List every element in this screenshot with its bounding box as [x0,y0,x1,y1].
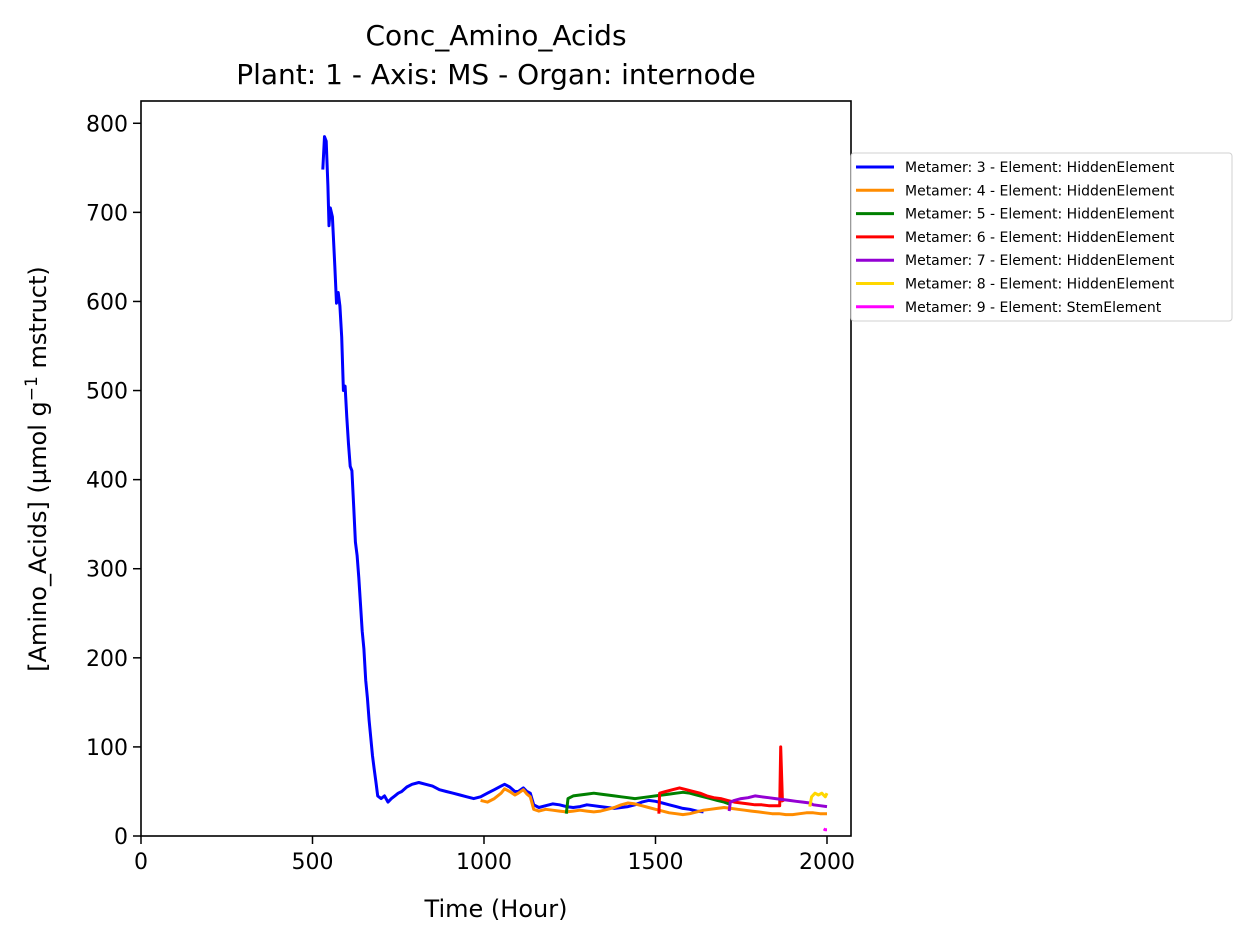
y-tick-label-0: 0 [114,825,128,850]
series-line-1 [321,135,704,814]
x-tick-label-3: 1500 [627,850,683,875]
series-line-2 [480,787,827,817]
y-tick-label-2: 200 [86,647,128,672]
y-tick-label-8: 800 [86,112,128,137]
x-axis-ticks: 0 500 1000 1500 2000 [134,836,855,875]
series-line-6 [808,791,829,807]
legend-frame [850,152,1233,322]
legend-label-6: Metamer: 8 - Element: HiddenElement [905,277,1175,293]
series-line-7 [822,827,827,832]
series-line-4 [657,745,785,814]
legend-items: Metamer: 3 - Element: HiddenElement Metam… [856,160,1175,316]
x-tick-label-1: 500 [291,850,333,875]
y-tick-label-4: 400 [86,469,128,494]
series-layer [321,135,829,832]
x-tick-label-0: 0 [134,850,148,875]
x-tick-label-4: 2000 [799,850,855,875]
chart-title: Conc_Amino_Acids [365,19,626,52]
legend-label-7: Metamer: 9 - Element: StemElement [905,300,1162,316]
x-axis-label: Time (Hour) [424,895,568,923]
legend-label-3: Metamer: 5 - Element: HiddenElement [905,207,1175,223]
y-axis-label: [Amino_Acids] (µmol g−1 mstruct) [22,266,52,672]
legend-label-4: Metamer: 6 - Element: HiddenElement [905,230,1175,246]
y-axis-label-main: [Amino_Acids] (µmol g [24,401,52,672]
y-tick-label-7: 700 [86,201,128,226]
legend: Metamer: 3 - Element: HiddenElement Metam… [850,152,1233,322]
chart-subtitle: Plant: 1 - Axis: MS - Organ: internode [236,58,756,91]
y-tick-label-1: 100 [86,736,128,761]
legend-label-2: Metamer: 4 - Element: HiddenElement [905,183,1175,199]
y-tick-label-5: 500 [86,380,128,405]
y-tick-label-3: 300 [86,558,128,583]
y-axis-ticks: 0 100 200 300 400 500 600 700 800 [86,112,141,850]
legend-label-5: Metamer: 7 - Element: HiddenElement [905,253,1175,269]
y-axis-label-superscript: −1 [22,376,42,401]
axes-frame [140,100,852,837]
series-line-3 [564,790,730,814]
y-tick-label-6: 600 [86,290,128,315]
x-tick-label-2: 1000 [456,850,512,875]
legend-label-1: Metamer: 3 - Element: HiddenElement [905,160,1175,176]
y-axis-label-tail: mstruct) [24,266,52,376]
